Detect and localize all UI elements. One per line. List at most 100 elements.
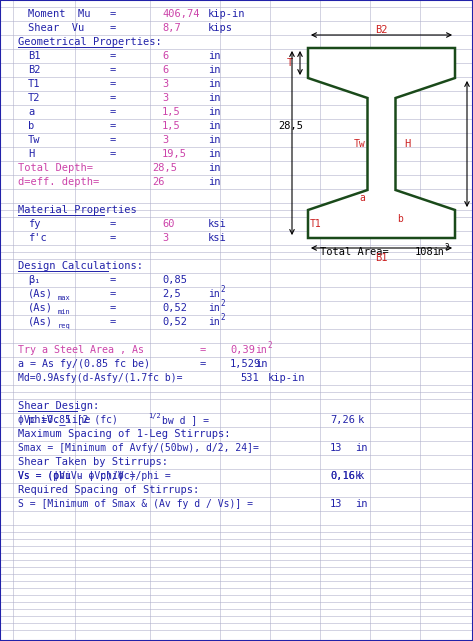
Text: =: = [110,51,116,61]
Text: Material Properties: Material Properties [18,205,137,215]
Text: B1: B1 [375,253,388,263]
Text: in: in [432,247,444,257]
Text: Geometrical Properties:: Geometrical Properties: [18,37,162,47]
Text: =: = [110,275,116,285]
Text: in: in [208,317,220,327]
Text: Shear Design:: Shear Design: [18,401,99,411]
Text: =: = [110,65,116,75]
Text: 3: 3 [162,233,168,243]
Text: in: in [208,65,220,75]
Text: Vs = (phiVu - phiVc)/phi =: Vs = (phiVu - phiVc)/phi = [18,471,171,481]
Text: b: b [28,121,34,131]
Text: bw d ] =: bw d ] = [162,415,209,425]
Text: 406,74: 406,74 [162,9,200,19]
Text: S = [Minimum of Smax & (Av fy d / Vs)] =: S = [Minimum of Smax & (Av fy d / Vs)] = [18,499,253,509]
Text: in: in [208,149,220,159]
Text: Moment  Mu: Moment Mu [28,9,90,19]
Text: =: = [110,289,116,299]
Text: in: in [355,499,368,509]
Text: Design Calculations:: Design Calculations: [18,261,143,271]
Text: 60: 60 [162,219,175,229]
Text: 26: 26 [152,177,165,187]
Text: kip-in: kip-in [268,373,306,383]
Text: T1: T1 [28,79,41,89]
Text: in: in [208,135,220,145]
Text: d=eff. depth=: d=eff. depth= [18,177,99,187]
Text: 0,52: 0,52 [162,317,187,327]
Text: 3: 3 [162,79,168,89]
Text: (As): (As) [28,303,53,313]
Text: 0,16: 0,16 [330,471,355,481]
Text: 0,52: 0,52 [162,303,187,313]
Text: max: max [58,295,71,301]
Text: =: = [110,107,116,117]
Text: f'c: f'c [28,233,47,243]
Text: (As): (As) [28,317,53,327]
Text: 0,85: 0,85 [162,275,187,285]
Text: =: = [110,93,116,103]
Text: a = As fy/(0.85 fc be): a = As fy/(0.85 fc be) [18,359,150,369]
Text: T: T [287,58,293,68]
Text: 2,5: 2,5 [162,289,181,299]
Text: H: H [28,149,34,159]
Text: 2: 2 [267,342,272,351]
Text: in: in [355,443,368,453]
Text: fy: fy [28,219,41,229]
Text: phiVc_line: phiVc_line [28,415,90,426]
Text: 1/2: 1/2 [148,413,161,419]
Text: =: = [110,303,116,313]
Text: 3: 3 [162,135,168,145]
Text: =: = [110,317,116,327]
Text: 108: 108 [415,247,434,257]
Text: ksi: ksi [208,219,227,229]
Text: =: = [110,9,116,19]
Text: (As): (As) [28,289,53,299]
Text: 531: 531 [240,373,259,383]
Text: β₁: β₁ [28,275,41,285]
Text: in: in [208,289,220,299]
Text: B2: B2 [28,65,41,75]
Text: 28,5: 28,5 [152,163,177,173]
Text: in: in [208,177,220,187]
Polygon shape [308,48,455,238]
Text: ksi: ksi [208,233,227,243]
Text: =: = [110,23,116,33]
Text: 1,529: 1,529 [230,359,261,369]
Text: 3: 3 [162,93,168,103]
Text: Tw: Tw [354,139,365,149]
Text: ϕVc =0.85 [2 (fc): ϕVc =0.85 [2 (fc) [18,415,118,425]
Text: =: = [110,219,116,229]
Text: =: = [110,121,116,131]
Text: b: b [397,214,403,224]
Text: in: in [255,359,268,369]
Text: T1: T1 [310,219,322,229]
Text: Smax = [Minimum of Avfy/(50bw), d/2, 24]=: Smax = [Minimum of Avfy/(50bw), d/2, 24]… [18,443,259,453]
Text: in: in [255,345,267,355]
Text: k: k [358,415,364,425]
Text: req: req [58,323,71,329]
Text: =: = [200,345,206,355]
Text: 2: 2 [220,313,225,322]
Text: 0,16: 0,16 [330,471,355,481]
Text: in: in [208,121,220,131]
Text: 28,5: 28,5 [278,121,303,131]
Text: 8,7: 8,7 [162,23,181,33]
Text: Md=0.9Asfy(d-Asfy/(1.7fc b)=: Md=0.9Asfy(d-Asfy/(1.7fc b)= [18,373,183,383]
Text: =: = [110,79,116,89]
Text: Vs = (ϕVu - ϕVc)/ϕ =: Vs = (ϕVu - ϕVc)/ϕ = [18,471,135,481]
Text: k: k [358,471,364,481]
Text: 1,5: 1,5 [162,107,181,117]
Text: 2: 2 [444,244,448,253]
Text: Required Spacing of Stirrups:: Required Spacing of Stirrups: [18,485,199,495]
Text: in: in [208,107,220,117]
Text: 1,5: 1,5 [162,121,181,131]
Text: T2: T2 [28,93,41,103]
Text: 0,39: 0,39 [230,345,255,355]
Text: Maximum Spacing of 1-Leg Stirrups:: Maximum Spacing of 1-Leg Stirrups: [18,429,230,439]
Text: H: H [404,139,411,149]
Text: 6: 6 [162,51,168,61]
Text: a: a [28,107,34,117]
Text: Total Depth=: Total Depth= [18,163,93,173]
Text: in: in [208,93,220,103]
Text: k: k [355,471,361,481]
